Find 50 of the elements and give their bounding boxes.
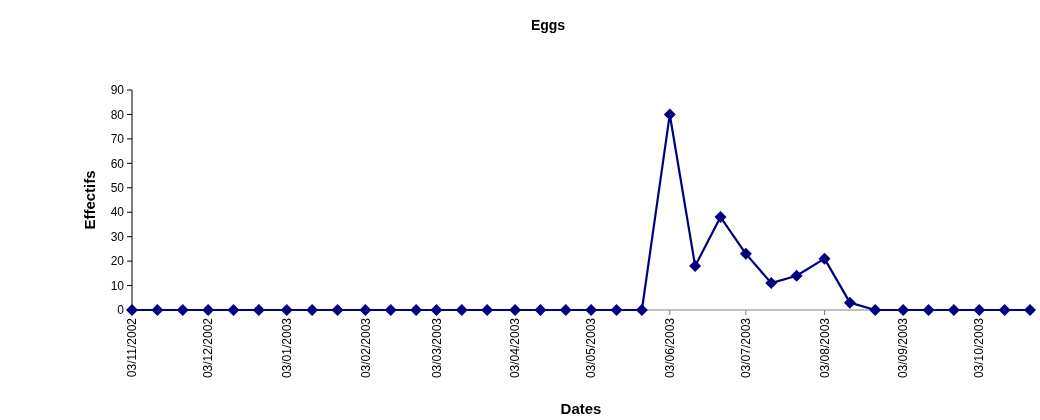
x-tick-label: 03/12/2002 <box>201 317 216 379</box>
point <box>998 304 1011 316</box>
y-tick-label: 20 <box>110 254 125 269</box>
x-tick-label: 03/04/2003 <box>508 317 523 379</box>
point <box>359 304 372 316</box>
point <box>176 304 189 316</box>
point <box>126 304 138 316</box>
y-tick-label: 10 <box>110 278 125 293</box>
y-tick-label: 50 <box>110 180 125 195</box>
x-tick-label: 03/01/2003 <box>279 317 294 379</box>
x-tick-label: 03/07/2003 <box>739 317 754 379</box>
point <box>227 304 240 316</box>
y-tick-label: 0 <box>117 303 125 318</box>
point <box>455 304 468 316</box>
x-tick-label: 03/05/2003 <box>584 317 599 379</box>
point <box>922 304 935 316</box>
y-axis-title: Effectifs <box>81 170 99 230</box>
point <box>331 304 344 316</box>
x-axis-title: Dates <box>560 400 602 417</box>
y-tick-label: 80 <box>110 107 125 122</box>
x-tick-label: 03/06/2003 <box>662 317 677 379</box>
point <box>689 260 702 272</box>
chart-title: Eggs <box>530 17 566 33</box>
x-tick-label: 03/11/2002 <box>125 317 140 378</box>
point <box>973 304 986 316</box>
point <box>843 296 856 309</box>
y-tick-label: 60 <box>110 156 125 171</box>
point <box>818 252 831 265</box>
point <box>430 304 443 316</box>
x-tick-label: 03/03/2003 <box>429 317 444 379</box>
point <box>739 247 752 260</box>
y-tick-label: 40 <box>110 205 125 220</box>
point <box>714 211 727 224</box>
point <box>1024 304 1036 316</box>
point <box>534 304 547 316</box>
point <box>280 304 293 316</box>
x-tick-label: 03/09/2003 <box>896 317 911 379</box>
y-tick-label: 30 <box>110 229 125 244</box>
y-tick-label: 70 <box>110 132 125 147</box>
x-tick-label: 03/08/2003 <box>817 317 832 379</box>
y-tick-label: 90 <box>110 83 125 98</box>
x-tick-label: 03/10/2003 <box>972 317 987 379</box>
point <box>559 304 572 316</box>
point <box>869 304 882 316</box>
x-tick-label: 03/02/2003 <box>358 317 373 379</box>
point <box>765 277 778 290</box>
point <box>610 304 623 316</box>
point <box>384 304 397 316</box>
point <box>151 304 164 316</box>
point <box>790 269 803 282</box>
